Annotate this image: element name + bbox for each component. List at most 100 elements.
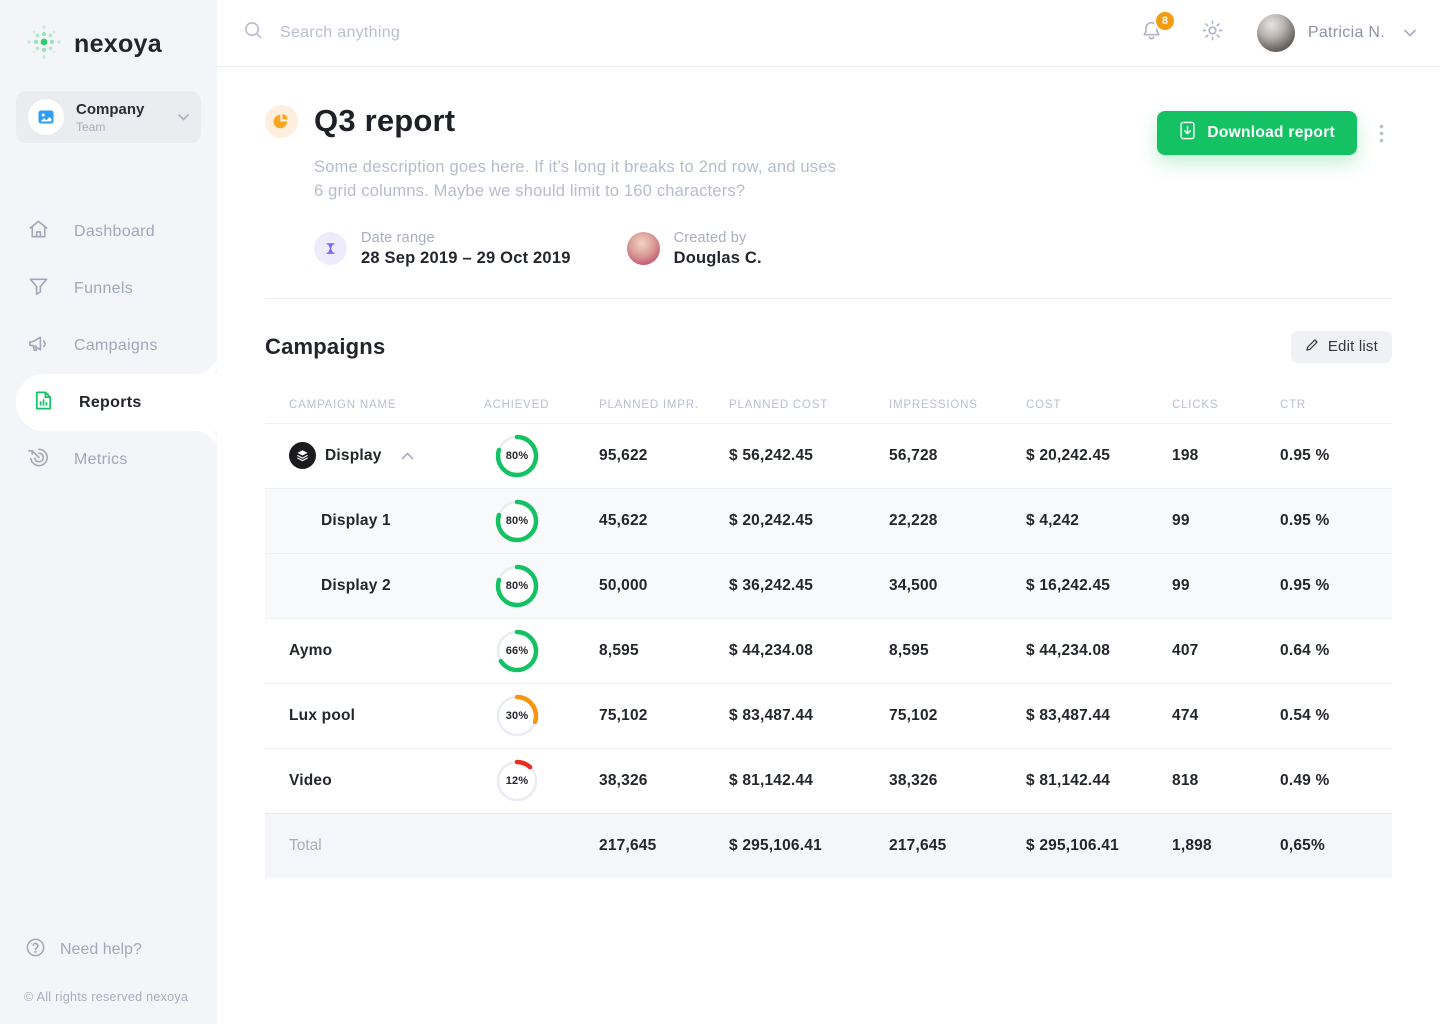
column-header-planned_cost: PLANNED COST <box>729 398 829 411</box>
sidebar-item-metrics[interactable]: Metrics <box>0 431 217 488</box>
achieved-progress-ring: 12% <box>495 759 539 803</box>
campaign-row-lux-pool[interactable]: Lux pool 30% 75,102 $ 83,487.44 75,102 $ 83,4… <box>265 682 1392 748</box>
report-page: Q3 report Some description goes here. If… <box>217 67 1440 1024</box>
settings-button[interactable] <box>1190 12 1235 54</box>
notifications-button[interactable]: 8 <box>1129 10 1176 54</box>
workspace-name: Company <box>76 100 145 118</box>
clicks-value: 99 <box>1172 511 1190 529</box>
chevron-up-icon[interactable] <box>401 452 414 460</box>
achieved-cell: 80% <box>459 434 575 478</box>
impressions-value: 56,728 <box>889 446 938 464</box>
campaign-name: Lux pool <box>289 706 356 724</box>
campaigns-section: Campaigns Edit list CAMPAIGN NAME ACHIEVE… <box>265 330 1392 878</box>
question-circle-icon <box>24 936 47 964</box>
total-ctr: 0,65% <box>1280 836 1325 854</box>
achieved-percent-label: 80% <box>505 449 529 462</box>
campaigns-heading: Campaigns <box>265 333 386 359</box>
user-menu[interactable]: Patricia N. <box>1256 14 1416 52</box>
cost-value: $ 83,487.44 <box>1026 706 1111 724</box>
clicks-value: 818 <box>1172 771 1199 789</box>
sidebar-item-funnels[interactable]: Funnels <box>0 260 217 317</box>
user-name: Patricia N. <box>1307 24 1385 41</box>
planned-cost-value: $ 20,242.45 <box>729 511 814 529</box>
page-title: Q3 report <box>314 103 456 138</box>
sidebar-item-dashboard[interactable]: Dashboard <box>0 203 217 260</box>
report-doc-icon <box>32 389 55 417</box>
campaigns-table: CAMPAIGN NAME ACHIEVED PLANNED IMPR. PLANNE… <box>265 387 1392 878</box>
brand-logo: nexoya <box>0 0 217 67</box>
clicks-value: 407 <box>1172 641 1199 659</box>
planned-impressions-value: 38,326 <box>599 771 648 789</box>
total-planned-impressions: 217,645 <box>599 836 657 854</box>
funnel-icon <box>27 275 50 303</box>
nexoya-dots-logo-icon <box>24 22 64 67</box>
ctr-value: 0.95 % <box>1280 576 1330 594</box>
column-header-cost: COST <box>1026 398 1062 411</box>
need-help-label: Need help? <box>60 941 142 958</box>
edit-list-button[interactable]: Edit list <box>1290 330 1392 363</box>
column-header-achieved: ACHIEVED <box>484 398 550 411</box>
cost-value: $ 44,234.08 <box>1026 641 1111 659</box>
search-input[interactable] <box>280 24 700 42</box>
more-options-button[interactable] <box>1371 120 1392 147</box>
achieved-progress-ring: 30% <box>495 694 539 738</box>
campaign-name: Aymo <box>289 641 333 659</box>
campaign-name: Video <box>289 771 332 789</box>
achieved-cell: 12% <box>459 759 575 803</box>
campaign-row-display[interactable]: Display 80% 95,622 $ 56,242.45 56,728 $ 20,24… <box>265 422 1392 488</box>
impressions-value: 38,326 <box>889 771 938 789</box>
campaign-row-display-1[interactable]: Display 1 80% 45,622 $ 20,242.45 22,228 $ 4,2… <box>265 487 1392 553</box>
sidebar-item-campaigns[interactable]: Campaigns <box>0 317 217 374</box>
ctr-value: 0.54 % <box>1280 706 1330 724</box>
sidebar-item-reports[interactable]: Reports <box>16 374 217 431</box>
planned-cost-value: $ 56,242.45 <box>729 446 814 464</box>
planned-impressions-value: 95,622 <box>599 446 648 464</box>
cost-value: $ 20,242.45 <box>1026 446 1111 464</box>
campaign-row-display-2[interactable]: Display 2 80% 50,000 $ 36,242.45 34,500 $ 16,… <box>265 552 1392 618</box>
ctr-value: 0.64 % <box>1280 641 1330 659</box>
chevron-down-icon <box>178 108 189 126</box>
cost-value: $ 4,242 <box>1026 511 1080 529</box>
achieved-progress-ring: 80% <box>495 434 539 478</box>
workspace-image-icon <box>28 99 64 135</box>
planned-impressions-value: 50,000 <box>599 576 648 594</box>
total-clicks: 1,898 <box>1172 836 1212 854</box>
achieved-cell: 80% <box>459 564 575 608</box>
impressions-value: 8,595 <box>889 641 929 659</box>
topbar: 8 Patricia N. <box>217 0 1440 67</box>
total-impressions: 217,645 <box>889 836 947 854</box>
report-pie-icon <box>265 104 298 138</box>
need-help-link[interactable]: Need help? <box>24 936 188 964</box>
created-by-value: Douglas C. <box>673 248 762 267</box>
planned-cost-value: $ 81,142.44 <box>729 771 814 789</box>
megaphone-icon <box>27 332 50 360</box>
report-description: Some description goes here. If it’s long… <box>314 158 837 201</box>
campaign-row-aymo[interactable]: Aymo 66% 8,595 $ 44,234.08 8,595 $ 44,234.08 4… <box>265 617 1392 683</box>
total-planned-cost: $ 295,106.41 <box>729 836 822 854</box>
cost-value: $ 81,142.44 <box>1026 771 1111 789</box>
download-report-button[interactable]: Download report <box>1157 111 1357 155</box>
cost-value: $ 16,242.45 <box>1026 576 1111 594</box>
campaign-row-video[interactable]: Video 12% 38,326 $ 81,142.44 38,326 $ 81,142.… <box>265 747 1392 813</box>
notification-badge: 8 <box>1153 10 1176 32</box>
total-label: Total <box>289 836 322 854</box>
planned-impressions-value: 75,102 <box>599 706 648 724</box>
column-header-planned_impr: PLANNED IMPR. <box>599 398 699 411</box>
planned-cost-value: $ 83,487.44 <box>729 706 814 724</box>
achieved-cell: 30% <box>459 694 575 738</box>
campaign-name: Display 2 <box>321 576 391 594</box>
column-header-ctr: CTR <box>1280 398 1307 411</box>
achieved-progress-ring: 80% <box>495 564 539 608</box>
creator-avatar <box>626 232 660 265</box>
planned-impressions-value: 45,622 <box>599 511 648 529</box>
planned-cost-value: $ 36,242.45 <box>729 576 814 594</box>
achieved-cell: 80% <box>459 499 575 543</box>
sidebar-nav: Dashboard Funnels Campaigns <box>0 203 217 488</box>
achieved-percent-label: 12% <box>505 774 529 787</box>
workspace-selector[interactable]: Company Team <box>16 91 201 143</box>
caret-down-icon <box>1404 24 1416 42</box>
pencil-icon <box>1305 338 1319 356</box>
created-by-label: Created by <box>673 229 747 246</box>
impressions-value: 34,500 <box>889 576 938 594</box>
